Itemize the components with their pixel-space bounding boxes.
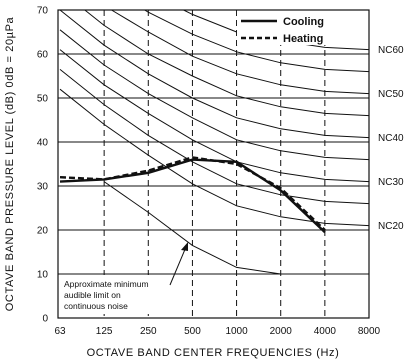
annotation-line-1: Approximate minimum bbox=[64, 279, 149, 289]
nc-curve bbox=[144, 9, 370, 73]
nc-curve bbox=[59, 49, 370, 183]
x-tick-label: 4000 bbox=[314, 326, 337, 337]
x-axis-title: OCTAVE BAND CENTER FREQUENCIES (Hz) bbox=[87, 347, 340, 359]
legend-heating-label: Heating bbox=[283, 33, 323, 45]
nc-label-bg bbox=[375, 86, 406, 100]
y-tick-label: 40 bbox=[37, 138, 49, 149]
nc-curve bbox=[59, 69, 370, 205]
legend-cooling-label: Cooling bbox=[283, 16, 324, 28]
audible-limit-line bbox=[103, 181, 325, 275]
y-tick-label: 10 bbox=[37, 270, 49, 281]
nc-label-bg bbox=[375, 130, 406, 144]
series-line-cooling bbox=[59, 158, 326, 234]
y-tick-label: 60 bbox=[37, 50, 49, 61]
annotation: Approximate minimum audible limit on con… bbox=[60, 242, 188, 314]
nc-curve-label: NC50 bbox=[378, 89, 404, 100]
nc-label-bg bbox=[375, 218, 406, 232]
x-tick-label: 2000 bbox=[270, 326, 293, 337]
nc-curve bbox=[59, 29, 370, 161]
nc-curve-label: NC20 bbox=[378, 221, 404, 232]
y-tick-label: 20 bbox=[37, 226, 49, 237]
annotation-box bbox=[60, 275, 178, 314]
x-tick-label: 8000 bbox=[358, 326, 381, 337]
annotation-line-2: audible limit on bbox=[64, 290, 121, 300]
annotation-arrowhead bbox=[181, 242, 188, 251]
nc-curve-label: NC40 bbox=[378, 133, 404, 144]
tick-labels: 63 125 250 500 1000 2000 4000 8000 0 10 20 30 40 50 60… bbox=[37, 6, 381, 338]
y-tick-label: 0 bbox=[42, 314, 48, 325]
legend: Cooling Heating bbox=[237, 10, 336, 45]
y-tick-label: 50 bbox=[37, 94, 49, 105]
nc-curve bbox=[84, 9, 370, 117]
x-tick-label: 250 bbox=[140, 326, 157, 337]
nc-curve bbox=[59, 9, 370, 139]
y-axis-title: OCTAVE BAND PRESSURE LEVEL (dB) 0dB = 20… bbox=[4, 16, 16, 311]
nc-label-bg bbox=[375, 174, 406, 188]
plot-frame bbox=[57, 9, 370, 319]
y-tick-label: 70 bbox=[37, 6, 49, 17]
audible-limit-group bbox=[103, 181, 325, 275]
nc-curve-label: NC60 bbox=[378, 45, 404, 56]
x-tick-label: 63 bbox=[54, 326, 66, 337]
nc-curve-label: NC30 bbox=[378, 177, 404, 188]
grid bbox=[58, 10, 369, 318]
x-tick-label: 1000 bbox=[225, 326, 248, 337]
nc-label-bg bbox=[375, 42, 406, 56]
nc-curve bbox=[111, 9, 370, 95]
series-group bbox=[59, 156, 326, 234]
nc-curves bbox=[59, 9, 370, 227]
x-tick-label: 125 bbox=[96, 326, 113, 337]
nc-labels: NC60 NC50 NC40 NC30 NC20 bbox=[375, 42, 406, 232]
y-tick-label: 30 bbox=[37, 182, 49, 193]
annotation-line-3: continuous noise bbox=[64, 301, 128, 311]
series-line-heating bbox=[59, 156, 326, 231]
annotation-arrow bbox=[169, 246, 187, 286]
x-tick-label: 500 bbox=[184, 326, 201, 337]
